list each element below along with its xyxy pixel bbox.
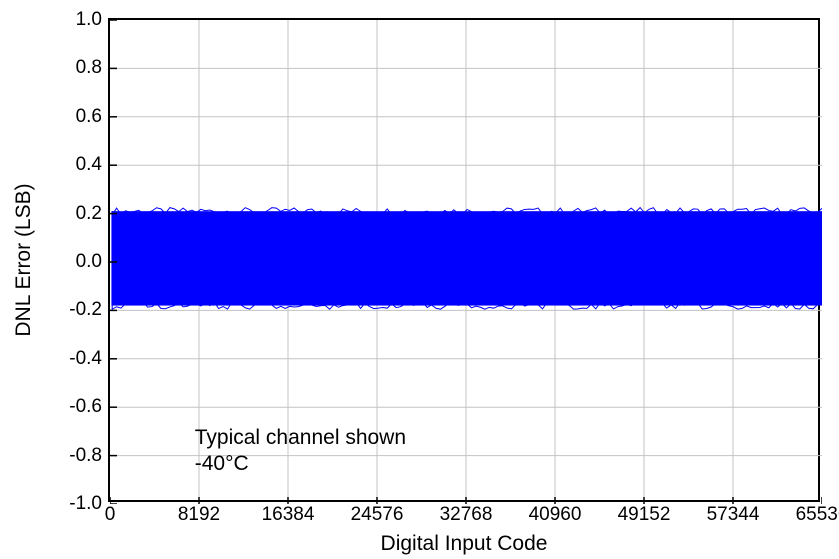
x-tick-label: 8192 xyxy=(178,504,220,526)
y-tick-label: 0.6 xyxy=(76,106,102,128)
x-tick-label: 24576 xyxy=(351,504,404,526)
x-tick-label: 49152 xyxy=(618,504,671,526)
annotation-line: Typical channel shown xyxy=(195,425,406,451)
x-tick-label: 32768 xyxy=(440,504,493,526)
y-tick-label: 1.0 xyxy=(76,9,102,31)
x-tick-label: 57344 xyxy=(707,504,760,526)
annotation-line: -40°C xyxy=(195,451,406,477)
y-tick-label: -0.6 xyxy=(69,396,102,418)
y-tick-label: -0.2 xyxy=(69,299,102,321)
x-tick-label: 65536 xyxy=(796,504,839,526)
y-tick-label: -0.8 xyxy=(69,445,102,467)
y-tick-label: 0.2 xyxy=(76,203,102,225)
x-tick-label: 0 xyxy=(105,504,116,526)
chart-root: DNL Error (LSB) Digital Input Code -1.0-… xyxy=(0,0,839,559)
y-tick-label: 0.0 xyxy=(76,251,102,273)
y-tick-label: -1.0 xyxy=(69,493,102,515)
x-tick-label: 40960 xyxy=(529,504,582,526)
plot-area: -1.0-0.8-0.6-0.4-0.20.00.20.40.60.81.0 0… xyxy=(108,18,820,502)
plot-annotation: Typical channel shown-40°C xyxy=(195,425,406,478)
y-tick-label: 0.4 xyxy=(76,154,102,176)
y-tick-label: 0.8 xyxy=(76,57,102,79)
x-axis-title: Digital Input Code xyxy=(108,532,820,556)
y-axis-title: DNL Error (LSB) xyxy=(12,183,36,336)
x-tick-label: 16384 xyxy=(262,504,315,526)
y-tick-label: -0.4 xyxy=(69,348,102,370)
